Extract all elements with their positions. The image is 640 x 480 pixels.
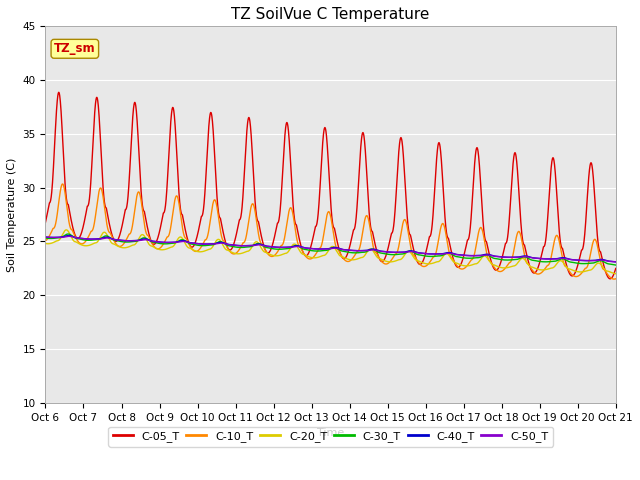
- C-30_T: [107, 235, 115, 241]
- C-50_T: [540, 256, 547, 262]
- C-20_T: [42, 240, 49, 246]
- X-axis label: Time: Time: [317, 429, 344, 438]
- C-05_T: [55, 89, 63, 95]
- C-40_T: [42, 234, 49, 240]
- C-50_T: [65, 233, 73, 239]
- C-05_T: [540, 245, 547, 251]
- C-50_T: [107, 236, 115, 241]
- C-20_T: [260, 249, 268, 255]
- C-40_T: [285, 244, 293, 250]
- Line: C-40_T: C-40_T: [45, 236, 616, 262]
- C-50_T: [601, 258, 609, 264]
- C-05_T: [601, 266, 609, 272]
- Legend: C-05_T, C-10_T, C-20_T, C-30_T, C-40_T, C-50_T: C-05_T, C-10_T, C-20_T, C-30_T, C-40_T, …: [108, 427, 553, 447]
- C-50_T: [612, 259, 620, 265]
- C-05_T: [612, 265, 620, 271]
- C-50_T: [285, 244, 293, 250]
- C-30_T: [42, 235, 49, 241]
- C-30_T: [285, 246, 293, 252]
- Line: C-10_T: C-10_T: [45, 184, 616, 279]
- Y-axis label: Soil Temperature (C): Soil Temperature (C): [7, 157, 17, 272]
- C-20_T: [601, 266, 609, 272]
- Text: TZ_sm: TZ_sm: [54, 42, 95, 55]
- C-30_T: [141, 235, 148, 241]
- C-05_T: [107, 227, 115, 233]
- C-10_T: [141, 222, 148, 228]
- C-10_T: [285, 208, 293, 214]
- C-10_T: [260, 245, 268, 251]
- C-40_T: [601, 257, 609, 263]
- C-10_T: [540, 268, 547, 274]
- C-05_T: [285, 135, 293, 141]
- C-40_T: [141, 236, 148, 242]
- C-10_T: [42, 238, 49, 244]
- C-20_T: [141, 233, 148, 239]
- C-10_T: [601, 267, 609, 273]
- Line: C-50_T: C-50_T: [45, 236, 616, 262]
- C-40_T: [107, 235, 115, 241]
- C-30_T: [612, 262, 620, 268]
- C-30_T: [64, 231, 72, 237]
- C-20_T: [107, 239, 115, 245]
- C-40_T: [65, 233, 72, 239]
- C-10_T: [107, 231, 115, 237]
- C-10_T: [610, 276, 618, 282]
- C-30_T: [260, 244, 268, 250]
- Line: C-30_T: C-30_T: [45, 234, 616, 265]
- C-05_T: [260, 245, 268, 251]
- C-05_T: [42, 219, 49, 225]
- C-20_T: [63, 227, 70, 233]
- C-50_T: [260, 243, 268, 249]
- C-30_T: [601, 259, 609, 265]
- C-05_T: [606, 276, 614, 282]
- C-50_T: [42, 234, 49, 240]
- Title: TZ SoilVue C Temperature: TZ SoilVue C Temperature: [232, 7, 430, 22]
- Line: C-20_T: C-20_T: [45, 230, 616, 274]
- C-20_T: [285, 248, 293, 253]
- Line: C-05_T: C-05_T: [45, 92, 616, 279]
- C-40_T: [612, 259, 620, 265]
- C-20_T: [540, 267, 547, 273]
- C-10_T: [612, 276, 620, 282]
- C-30_T: [540, 259, 547, 264]
- C-05_T: [141, 210, 148, 216]
- C-50_T: [141, 237, 148, 242]
- C-40_T: [540, 256, 547, 262]
- C-40_T: [260, 242, 268, 248]
- C-20_T: [612, 271, 620, 276]
- C-10_T: [59, 181, 67, 187]
